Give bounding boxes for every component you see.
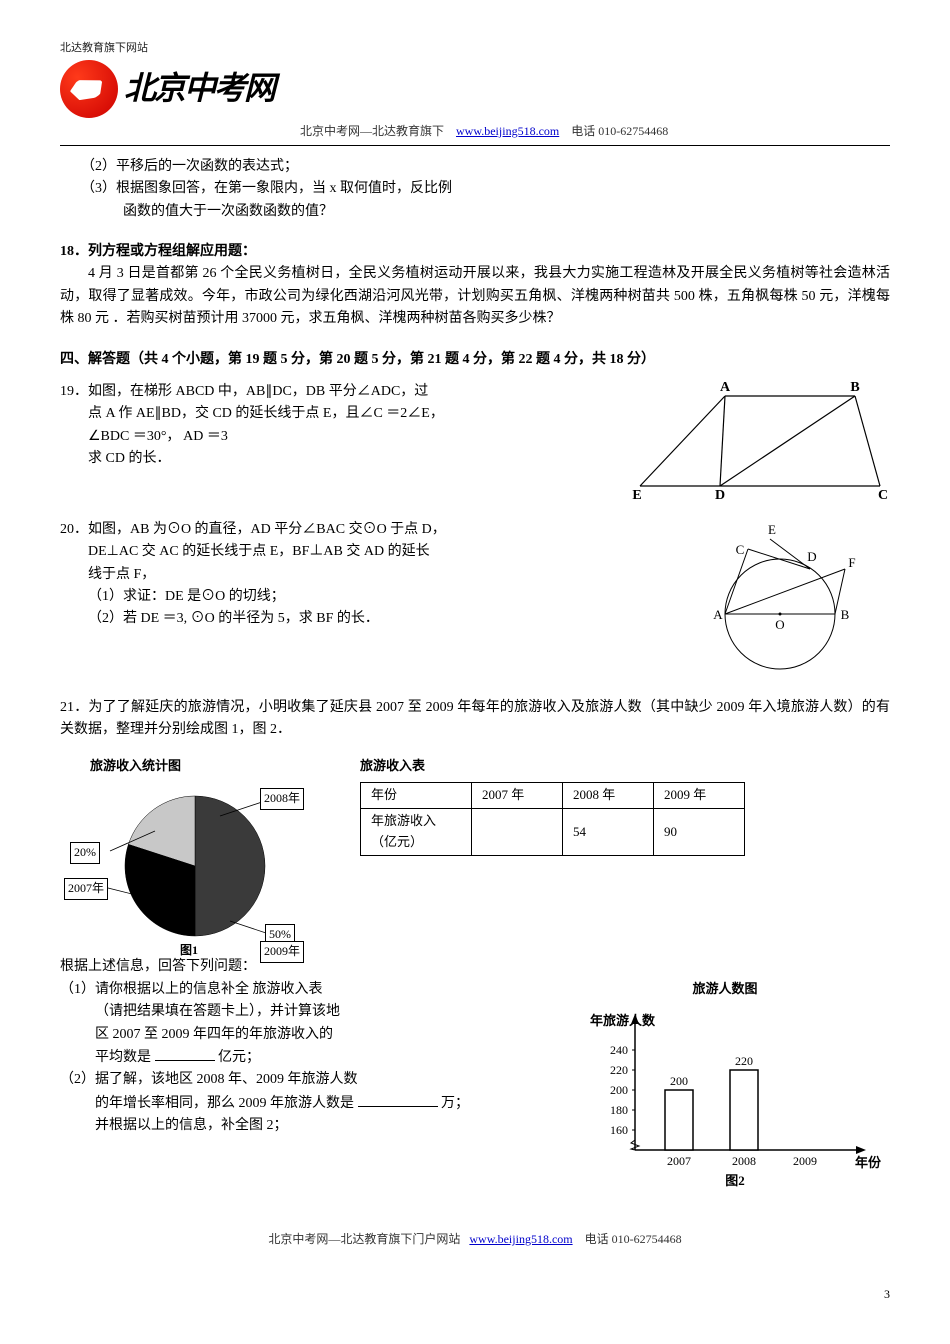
tr-label: 年旅游收入（亿元） <box>361 809 472 856</box>
header-info: 北京中考网—北达教育旗下 www.beijing518.com 电话 010-6… <box>300 122 890 143</box>
q21-s2a: （2）据了解，该地区 2008 年、2009 年旅游人数 <box>60 1069 530 1091</box>
q21-s1c: 区 2007 至 2009 年四年的年旅游收入的 <box>95 1024 530 1046</box>
svg-text:A: A <box>720 381 731 395</box>
th-year: 年份 <box>361 783 472 809</box>
q18-title: 18．列方程或方程组解应用题： <box>60 241 890 263</box>
q21-s2b: 的年增长率相同，那么 2009 年旅游人数是 万； <box>95 1092 530 1115</box>
blank-avg[interactable] <box>155 1046 215 1061</box>
header-phone: 电话 010-62754468 <box>571 124 668 138</box>
svg-text:F: F <box>848 555 855 570</box>
svg-text:E: E <box>768 522 776 537</box>
svg-text:240: 240 <box>610 1043 628 1057</box>
q19-figure: A B C D E <box>630 381 890 501</box>
svg-text:180: 180 <box>610 1103 628 1117</box>
pie-label-2008: 2008年 <box>260 788 304 809</box>
svg-text:220: 220 <box>610 1063 628 1077</box>
svg-text:2009: 2009 <box>793 1154 817 1168</box>
th-2009: 2009 年 <box>654 783 745 809</box>
q20-s2: （2）若 DE ＝3, ⊙O 的半径为 5，求 BF 的长． <box>88 608 670 630</box>
blank-pop[interactable] <box>358 1092 438 1107</box>
q21-s2b-pre: 的年增长率相同，那么 2009 年旅游人数是 <box>95 1096 354 1111</box>
header-rule <box>60 145 890 146</box>
logo-icon <box>60 60 118 118</box>
header-link[interactable]: www.beijing518.com <box>456 124 559 138</box>
q21-bar-title: 旅游人数图 <box>560 979 890 1000</box>
footer-pre: 北京中考网—北达教育旗下门户网站 <box>268 1232 460 1246</box>
th-2007: 2007 年 <box>472 783 563 809</box>
q20-figure: A B C D E F O <box>690 519 890 679</box>
q21-table: 年份 2007 年 2008 年 2009 年 年旅游收入（亿元） 54 90 <box>360 782 745 855</box>
section4-title: 四、解答题（共 4 个小题，第 19 题 5 分，第 20 题 5 分，第 21… <box>60 349 890 371</box>
footer-phone: 电话 010-62754468 <box>585 1232 682 1246</box>
tr-2009: 90 <box>654 809 745 856</box>
svg-text:B: B <box>850 381 859 395</box>
q21-table-title: 旅游收入表 <box>360 756 745 777</box>
q21-bar-wrap: 旅游人数图 160 180 200 220 240 <box>560 979 890 1190</box>
tr-2008: 54 <box>563 809 654 856</box>
tr-2007 <box>472 809 563 856</box>
svg-text:C: C <box>878 488 888 501</box>
q20-l3: 线于点 F， <box>88 564 670 586</box>
svg-text:200: 200 <box>610 1083 628 1097</box>
q20-l2: DE⊥AC 交 AC 的延长线于点 E，BF⊥AB 交 AD 的延长 <box>88 541 670 563</box>
q20-block: 20．如图，AB 为⊙O 的直径，AD 平分∠BAC 交⊙O 于点 D， DE⊥… <box>60 519 890 679</box>
q17-sub3b: 函数的值大于一次函数函数的值？ <box>123 201 890 223</box>
page-number: 3 <box>884 1285 890 1304</box>
q19-l4: 求 CD 的长． <box>88 448 610 470</box>
q21-intro: 21．为了了解延庆的旅游情况，小明收集了延庆县 2007 至 2009 年每年的… <box>60 697 890 742</box>
logo-text: 北京中考网 <box>124 63 274 114</box>
svg-text:图2: 图2 <box>725 1173 745 1188</box>
svg-text:D: D <box>807 549 816 564</box>
footer-link[interactable]: www.beijing518.com <box>469 1232 572 1246</box>
q21-block: 21．为了了解延庆的旅游情况，小明收集了延庆县 2007 至 2009 年每年的… <box>60 697 890 1190</box>
svg-text:200: 200 <box>670 1074 688 1088</box>
q20-text: 20．如图，AB 为⊙O 的直径，AD 平分∠BAC 交⊙O 于点 D， DE⊥… <box>60 519 670 631</box>
pie-fig-label: 图1 <box>180 941 198 960</box>
q17-sub3a: （3）根据图象回答，在第一象限内，当 x 取何值时，反比例 <box>81 178 890 200</box>
svg-text:O: O <box>775 617 784 632</box>
svg-text:2008: 2008 <box>732 1154 756 1168</box>
q21-table-wrap: 旅游收入表 年份 2007 年 2008 年 2009 年 年旅游收入（亿元） … <box>360 756 745 862</box>
q19-l3: ∠BDC ＝30°， AD ＝3 <box>88 426 610 448</box>
q21-pie-title: 旅游收入统计图 <box>90 756 330 777</box>
header-brand: 北达教育旗下网站 <box>60 40 890 58</box>
svg-text:年份: 年份 <box>855 1155 882 1170</box>
q21-s1a: （1）请你根据以上的信息补全 旅游收入表 <box>60 979 530 1001</box>
pie-label-20pct: 20% <box>70 842 100 863</box>
q18-body: 4 月 3 日是首都第 26 个全民义务植树日，全民义务植树运动开展以来，我县大… <box>60 263 890 330</box>
q21-s2b-suf: 万； <box>441 1096 469 1111</box>
svg-text:C: C <box>736 542 745 557</box>
q17-sub2: （2）平移后的一次函数的表达式； <box>81 156 890 178</box>
q21-s2c: 并根据以上的信息，补全图 2； <box>95 1115 530 1137</box>
header-info-prefix: 北京中考网—北达教育旗下 <box>300 124 444 138</box>
logo-row: 北京中考网 <box>60 60 890 118</box>
svg-text:B: B <box>841 607 850 622</box>
svg-text:年旅游人数: 年旅游人数 <box>590 1013 656 1028</box>
svg-text:D: D <box>715 488 725 501</box>
q21-subs: （1）请你根据以上的信息补全 旅游收入表 （请把结果填在答题卡上），并计算该地 … <box>60 979 530 1138</box>
q21-s1b: （请把结果填在答题卡上），并计算该地 <box>95 1001 530 1023</box>
q19-block: 19．如图，在梯形 ABCD 中，AB∥DC，DB 平分∠ADC，过 点 A 作… <box>60 381 890 501</box>
svg-text:A: A <box>713 607 723 622</box>
q21-s1d: 平均数是 亿元； <box>95 1046 530 1069</box>
svg-text:2007: 2007 <box>667 1154 691 1168</box>
footer: 北京中考网—北达教育旗下门户网站 www.beijing518.com 电话 0… <box>60 1230 890 1249</box>
q21-s1d-suf: 亿元； <box>218 1050 260 1065</box>
pie-label-2007: 2007年 <box>64 878 108 899</box>
q21-s1d-pre: 平均数是 <box>95 1050 151 1065</box>
q19-l1: 19．如图，在梯形 ABCD 中，AB∥DC，DB 平分∠ADC，过 <box>60 381 610 403</box>
q19-l2: 点 A 作 AE∥BD，交 CD 的延长线于点 E，且∠C ＝2∠E， <box>88 403 610 425</box>
q21-pie-wrap: 旅游收入统计图 2008年 20% 2007年 <box>60 756 330 957</box>
q19-text: 19．如图，在梯形 ABCD 中，AB∥DC，DB 平分∠ADC，过 点 A 作… <box>60 381 610 471</box>
svg-text:160: 160 <box>610 1123 628 1137</box>
pie-label-2009: 2009年 <box>260 941 304 962</box>
q17-block: （2）平移后的一次函数的表达式； （3）根据图象回答，在第一象限内，当 x 取何… <box>81 156 890 223</box>
q18-block: 18．列方程或方程组解应用题： 4 月 3 日是首都第 26 个全民义务植树日，… <box>60 241 890 331</box>
svg-text:E: E <box>632 488 641 501</box>
q20-l1: 20．如图，AB 为⊙O 的直径，AD 平分∠BAC 交⊙O 于点 D， <box>60 519 670 541</box>
q20-s1: （1）求证：DE 是⊙O 的切线； <box>88 586 670 608</box>
th-2008: 2008 年 <box>563 783 654 809</box>
svg-text:220: 220 <box>735 1054 753 1068</box>
